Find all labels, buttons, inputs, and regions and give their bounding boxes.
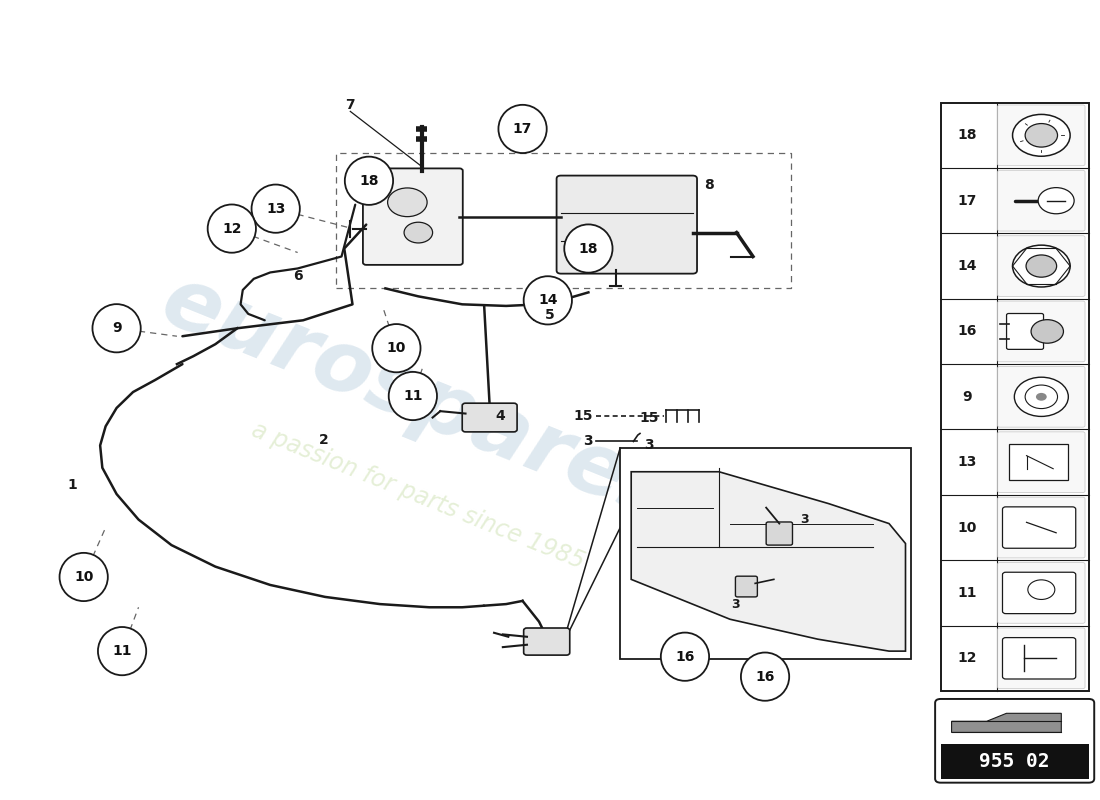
Text: a passion for parts since 1985: a passion for parts since 1985 [249, 418, 588, 574]
Text: 17: 17 [513, 122, 532, 136]
Ellipse shape [564, 225, 613, 273]
Text: 3: 3 [800, 513, 808, 526]
Polygon shape [631, 472, 905, 651]
Text: 955 02: 955 02 [979, 752, 1049, 770]
Circle shape [1014, 377, 1068, 417]
Ellipse shape [661, 633, 710, 681]
Polygon shape [952, 714, 1062, 733]
Text: 15: 15 [573, 409, 593, 423]
Text: 7: 7 [345, 98, 355, 112]
Circle shape [1038, 188, 1074, 214]
FancyBboxPatch shape [998, 301, 1085, 362]
Text: 4: 4 [496, 409, 506, 423]
FancyBboxPatch shape [1002, 638, 1076, 679]
Text: 17: 17 [958, 194, 977, 208]
Ellipse shape [388, 372, 437, 420]
Text: 14: 14 [538, 294, 558, 307]
FancyBboxPatch shape [998, 105, 1085, 166]
FancyBboxPatch shape [462, 403, 517, 432]
Text: 16: 16 [675, 650, 694, 664]
Ellipse shape [498, 105, 547, 153]
FancyBboxPatch shape [1002, 572, 1076, 614]
Text: 18: 18 [360, 174, 378, 188]
FancyBboxPatch shape [620, 448, 911, 659]
FancyBboxPatch shape [998, 366, 1085, 427]
Text: 12: 12 [222, 222, 242, 235]
Text: 18: 18 [579, 242, 598, 255]
Polygon shape [1009, 444, 1068, 481]
FancyBboxPatch shape [363, 169, 463, 265]
Ellipse shape [252, 185, 300, 233]
Text: 14: 14 [957, 259, 977, 273]
Ellipse shape [372, 324, 420, 372]
FancyBboxPatch shape [935, 699, 1094, 782]
Text: 9: 9 [112, 322, 121, 335]
Circle shape [1026, 255, 1057, 277]
Ellipse shape [92, 304, 141, 352]
Bar [940, 744, 1089, 778]
Ellipse shape [59, 553, 108, 601]
Circle shape [1027, 580, 1055, 599]
Text: 3: 3 [583, 434, 593, 449]
FancyBboxPatch shape [940, 102, 1089, 691]
FancyBboxPatch shape [998, 170, 1085, 231]
FancyBboxPatch shape [998, 628, 1085, 689]
Circle shape [1012, 114, 1070, 156]
FancyBboxPatch shape [998, 432, 1085, 493]
Ellipse shape [344, 157, 393, 205]
Text: 18: 18 [957, 128, 977, 142]
FancyBboxPatch shape [524, 628, 570, 655]
Text: 10: 10 [74, 570, 94, 584]
Text: 11: 11 [112, 644, 132, 658]
Text: 3: 3 [644, 438, 653, 453]
Text: 3: 3 [732, 598, 739, 611]
Circle shape [1036, 393, 1047, 401]
Ellipse shape [208, 205, 256, 253]
FancyBboxPatch shape [557, 175, 697, 274]
Text: 10: 10 [958, 521, 977, 534]
Text: 15: 15 [639, 410, 659, 425]
FancyBboxPatch shape [1002, 507, 1076, 548]
FancyBboxPatch shape [998, 497, 1085, 558]
Text: 11: 11 [403, 389, 422, 403]
Circle shape [1031, 320, 1064, 343]
Text: 12: 12 [957, 651, 977, 666]
Circle shape [1012, 245, 1070, 287]
Text: 6: 6 [293, 270, 303, 283]
Text: 9: 9 [962, 390, 972, 404]
Text: 8: 8 [704, 178, 714, 192]
Text: 11: 11 [957, 586, 977, 600]
Text: 2: 2 [319, 433, 329, 447]
Ellipse shape [98, 627, 146, 675]
Circle shape [1025, 123, 1057, 147]
Text: 10: 10 [387, 341, 406, 355]
Text: 13: 13 [266, 202, 285, 216]
FancyBboxPatch shape [767, 522, 792, 545]
Ellipse shape [524, 276, 572, 325]
Text: 16: 16 [958, 325, 977, 338]
Circle shape [404, 222, 432, 243]
Text: 13: 13 [958, 455, 977, 469]
Text: 5: 5 [546, 309, 554, 322]
FancyBboxPatch shape [998, 562, 1085, 623]
FancyBboxPatch shape [998, 236, 1085, 297]
FancyBboxPatch shape [1006, 314, 1044, 350]
Text: eurospares: eurospares [151, 259, 686, 541]
Text: 1: 1 [68, 478, 78, 492]
Ellipse shape [741, 653, 789, 701]
Circle shape [387, 188, 427, 217]
Text: 16: 16 [756, 670, 774, 684]
FancyBboxPatch shape [736, 576, 758, 597]
Circle shape [1025, 385, 1057, 409]
